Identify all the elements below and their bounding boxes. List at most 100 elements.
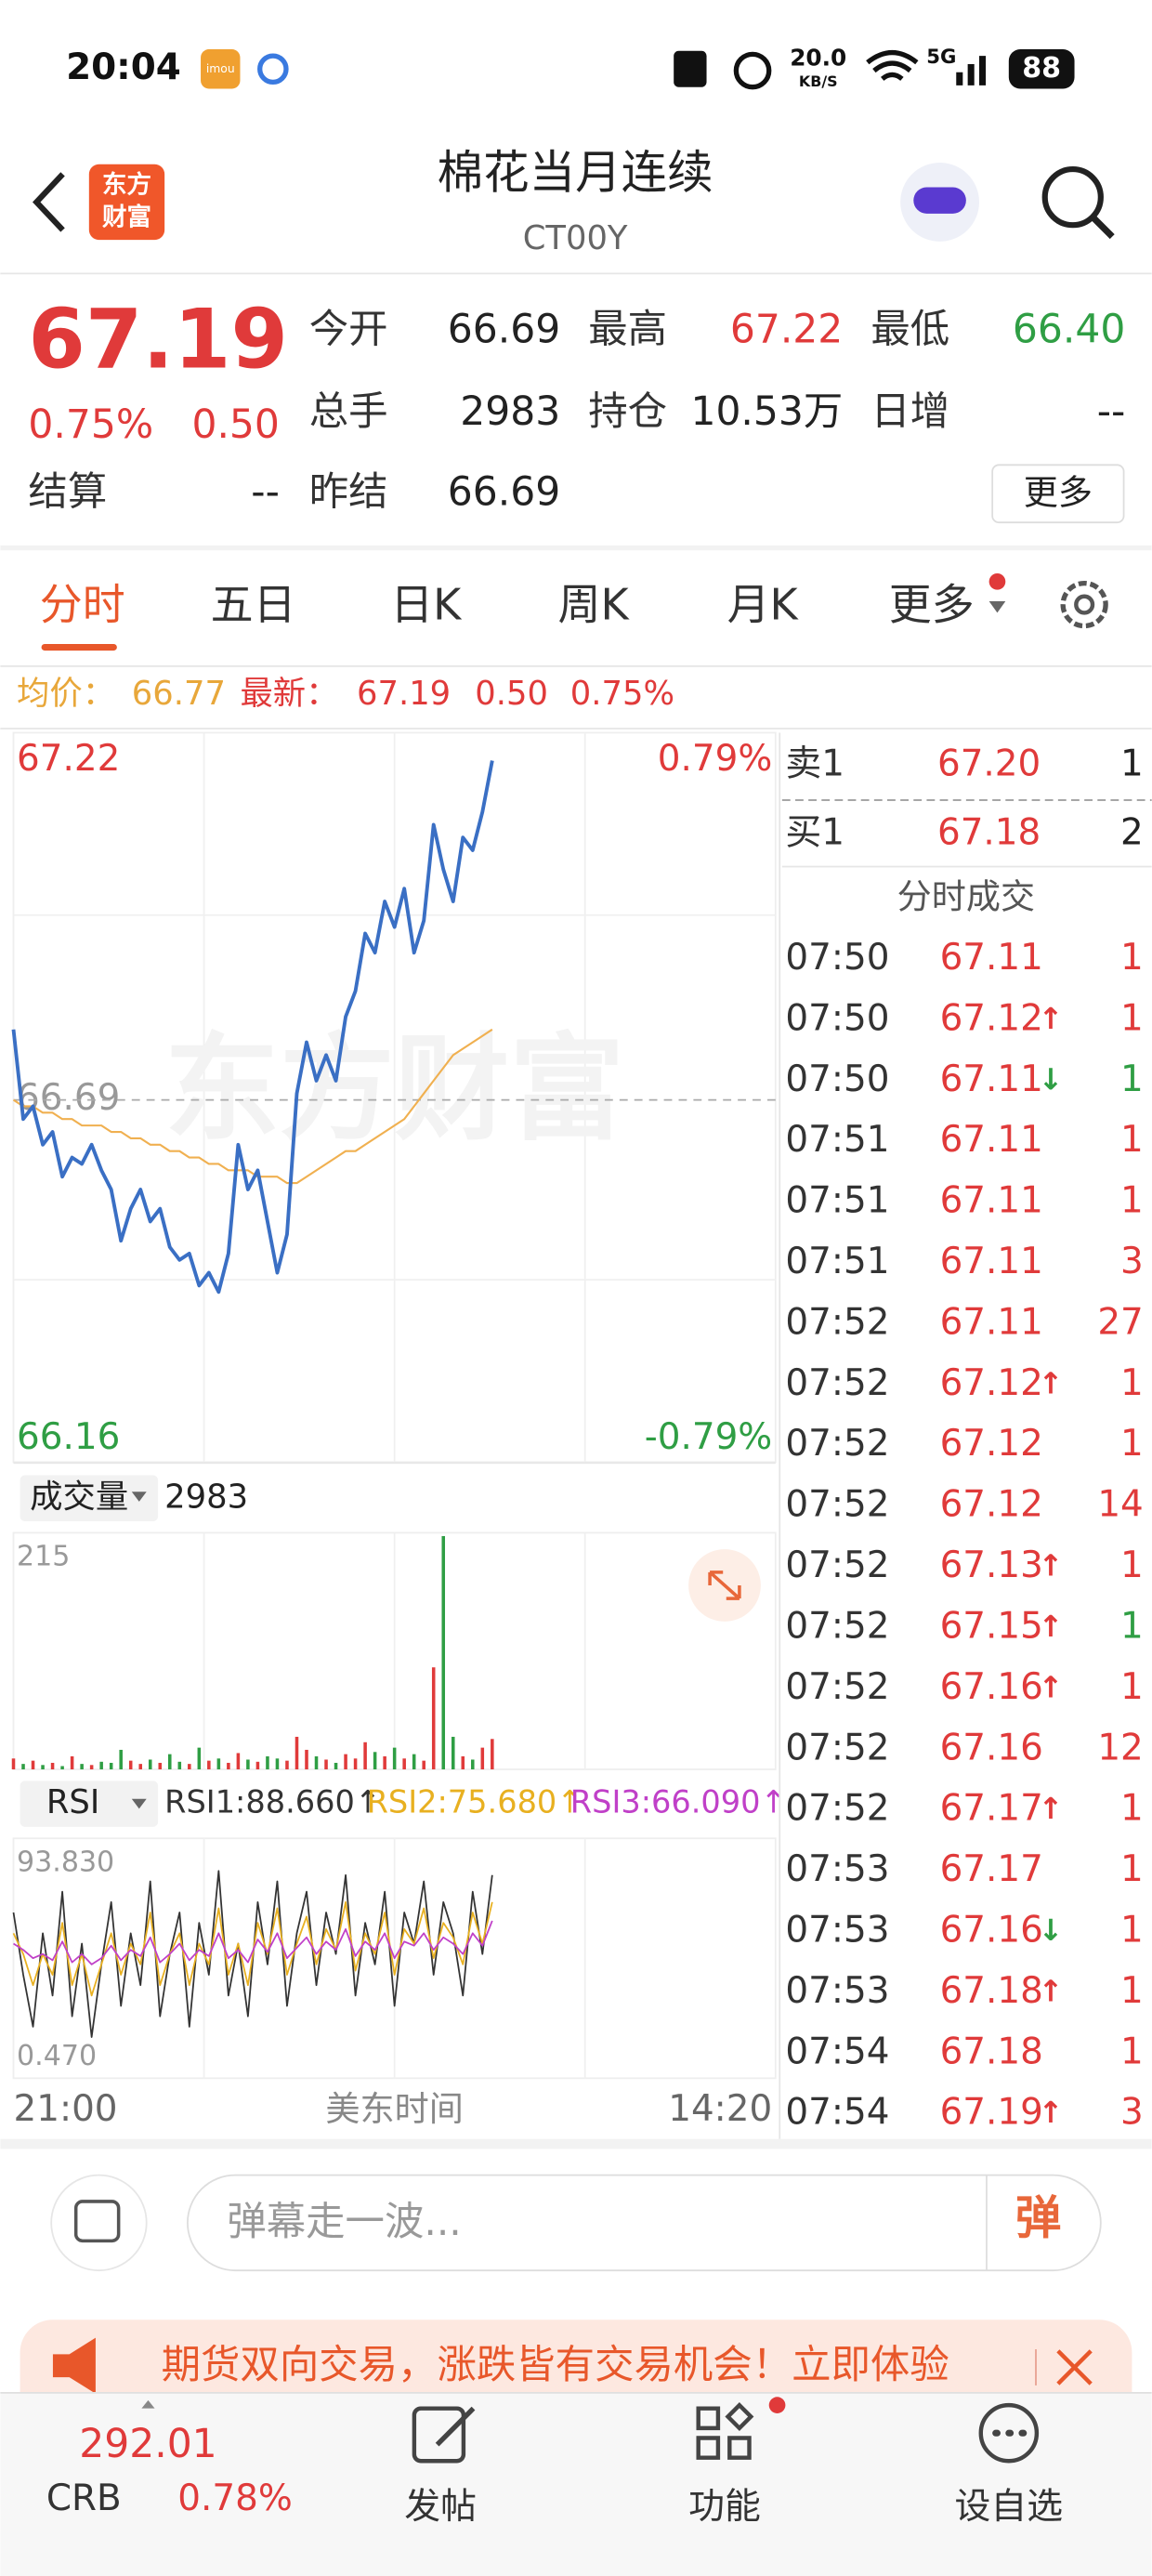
trade-volume: 1 — [1120, 1423, 1144, 1465]
y2-tick-label: -0.79% — [645, 1416, 773, 1458]
app-icon — [257, 53, 289, 85]
trade-volume: 1 — [1120, 1605, 1144, 1647]
book-volume: 2 — [1120, 812, 1144, 854]
comment-input[interactable] — [187, 2174, 1102, 2272]
trade-time: 07:52 — [785, 1301, 889, 1343]
volume-bar — [285, 1760, 289, 1769]
trade-arrow: ↑ — [1039, 2095, 1064, 2130]
rsi-legend: RSI1:88.660↑ — [164, 1784, 381, 1820]
settings-icon[interactable] — [1060, 580, 1108, 629]
compose-icon — [73, 2200, 121, 2243]
trade-price: 67.11 — [940, 1301, 1043, 1343]
book-price: 67.20 — [937, 743, 1041, 784]
trade-volume: 1 — [1120, 1970, 1144, 2012]
y-tick-label: 67.22 — [17, 738, 120, 780]
trade-arrow: ↑ — [1039, 1669, 1064, 1704]
volume-bar — [227, 1762, 230, 1769]
tab[interactable]: 周K — [558, 580, 631, 630]
nav-item[interactable]: 功能 — [688, 2486, 761, 2528]
volume-total: 2983 — [164, 1478, 248, 1516]
tab[interactable]: 分时 — [40, 580, 125, 630]
trade-price: 67.15 — [940, 1605, 1043, 1647]
tab[interactable]: 月K — [727, 580, 800, 630]
chart-grid — [13, 732, 776, 1463]
trade-price: 67.17 — [940, 1848, 1043, 1890]
index-value[interactable]: 292.01 — [79, 2422, 216, 2467]
trade-price: 67.13 — [940, 1544, 1043, 1586]
divider — [0, 728, 1152, 729]
field-label: 日增 — [871, 389, 949, 435]
trade-volume: 1 — [1120, 1544, 1144, 1586]
logo[interactable] — [88, 164, 165, 241]
volume-bar — [119, 1749, 123, 1769]
field-value: 66.69 — [448, 308, 560, 353]
volume-bar — [207, 1760, 211, 1769]
price-line — [11, 760, 494, 1295]
more-button[interactable] — [991, 464, 1125, 524]
trade-price: 67.12 — [940, 1484, 1043, 1526]
latest-change-pct: 0.75% — [570, 675, 674, 713]
time-start: 21:00 — [14, 2088, 118, 2130]
rsi-label: RSI — [46, 1783, 99, 1821]
trade-time: 07:53 — [785, 1970, 889, 2012]
search-icon[interactable] — [1041, 165, 1104, 229]
trade-price: 67.12 — [940, 1362, 1043, 1404]
megaphone-icon — [52, 2337, 96, 2394]
last-price: 67.19 — [28, 292, 288, 388]
volume-bar — [471, 1759, 475, 1769]
volume-max: 215 — [17, 1540, 70, 1572]
trade-volume: 27 — [1097, 1301, 1143, 1343]
volume-bar — [344, 1754, 347, 1769]
rsi-selector[interactable] — [20, 1781, 159, 1827]
volume-bar — [324, 1759, 328, 1769]
volume-bar — [216, 1758, 221, 1769]
volume-bar — [197, 1747, 202, 1769]
trade-time: 07:54 — [785, 2031, 889, 2072]
trade-volume: 3 — [1120, 2092, 1144, 2134]
volume-bar — [412, 1754, 416, 1769]
trade-time: 07:53 — [785, 1848, 889, 1890]
trades-title: 分时成交 — [897, 877, 1035, 917]
divider — [0, 2138, 1152, 2149]
search-icon — [1090, 214, 1115, 240]
trade-volume: 1 — [1120, 1119, 1144, 1161]
volume-bar — [31, 1760, 35, 1769]
tab[interactable]: 更多 — [889, 580, 975, 630]
signal-bars — [956, 56, 987, 85]
trade-time: 07:52 — [785, 1423, 889, 1465]
volume-selector[interactable] — [20, 1475, 159, 1522]
trade-arrow: ↑ — [1039, 1548, 1064, 1584]
trade-arrow: ↓ — [1039, 1912, 1064, 1948]
volume-bar — [314, 1755, 319, 1769]
field-value: 10.53万 — [690, 389, 843, 435]
trade-time: 07:52 — [785, 1727, 889, 1768]
compose-button[interactable] — [50, 2174, 148, 2272]
trade-time: 07:52 — [785, 1666, 889, 1708]
tab[interactable]: 日K — [390, 580, 463, 630]
close-banner[interactable] — [1056, 2349, 1093, 2385]
nav-item[interactable]: 设自选 — [955, 2486, 1064, 2528]
tab[interactable]: 五日 — [211, 580, 296, 630]
nav-item[interactable]: 发帖 — [404, 2486, 477, 2528]
trade-arrow: ↑ — [1039, 1365, 1064, 1400]
volume-bar — [50, 1762, 55, 1769]
volume-bar — [148, 1759, 152, 1769]
volume-bar — [295, 1736, 299, 1769]
trade-price: 67.16 — [940, 1910, 1043, 1952]
trade-volume: 1 — [1120, 1666, 1144, 1708]
field-value: -- — [1097, 389, 1126, 435]
back-button[interactable] — [33, 172, 65, 232]
divider — [0, 545, 1152, 551]
trade-time: 07:51 — [785, 1241, 889, 1282]
danmu-button[interactable]: 弹 — [1015, 2191, 1062, 2245]
field-value: -- — [251, 470, 280, 516]
volume-bar — [236, 1753, 241, 1769]
volume-bar — [353, 1758, 358, 1769]
time-end: 14:20 — [668, 2088, 772, 2130]
field-label: 持仓 — [588, 389, 667, 435]
trade-volume: 1 — [1120, 997, 1144, 1039]
index-name: CRB — [46, 2477, 122, 2519]
field-label: 结算 — [28, 470, 107, 516]
trade-price: 67.18 — [940, 1970, 1043, 2012]
info-line: 均价： 66.77 最新： 67.19 0.50 0.75% — [17, 675, 674, 713]
